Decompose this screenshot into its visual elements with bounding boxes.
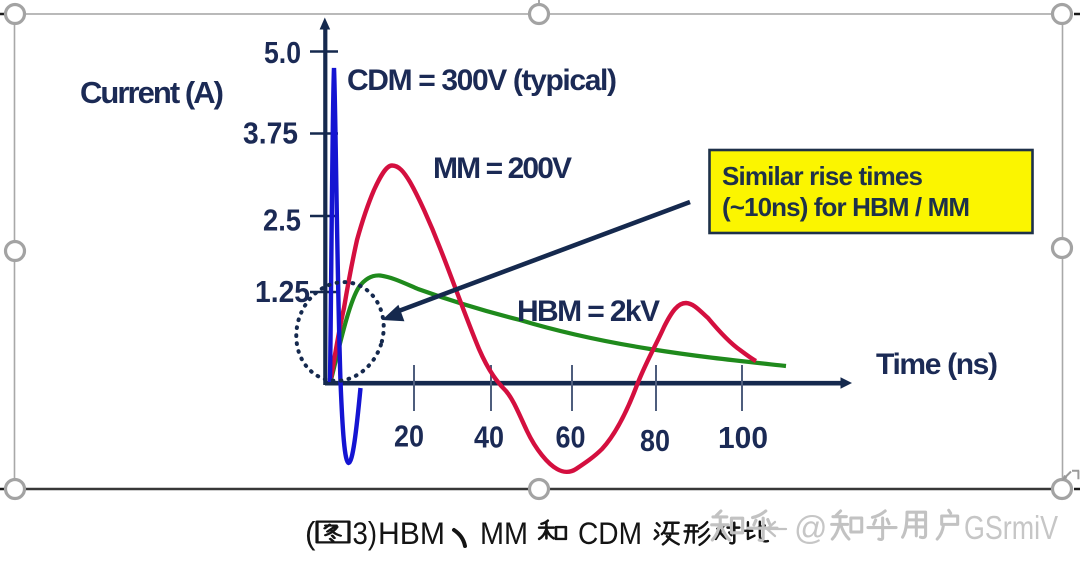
svg-text:3.75: 3.75 [243,116,298,151]
svg-text:80: 80 [640,423,670,458]
svg-text:60: 60 [556,420,586,455]
svg-text:@: @ [794,509,828,546]
svg-text:100: 100 [718,420,768,455]
svg-text:MM: MM [480,515,528,551]
svg-text:GSrmiV: GSrmiV [964,509,1058,546]
svg-text:2.5: 2.5 [263,203,301,238]
svg-text:CDM: CDM [578,515,642,551]
svg-text:Current (A): Current (A) [80,75,224,110]
svg-text:20: 20 [394,419,424,454]
svg-text:1.25: 1.25 [255,274,310,309]
svg-text:5.0: 5.0 [264,35,301,70]
svg-text:40: 40 [474,420,504,455]
svg-text:Time (ns): Time (ns) [876,348,998,381]
svg-text:(: ( [305,515,316,551]
svg-text:3): 3) [353,515,378,551]
svg-text:HBM = 2kV: HBM = 2kV [517,295,660,328]
svg-text:(~10ns) for HBM / MM: (~10ns) for HBM / MM [722,192,970,222]
svg-text:CDM = 300V (typical): CDM = 300V (typical) [347,64,617,97]
svg-text:HBM: HBM [378,515,445,551]
svg-text:Similar rise times: Similar rise times [722,161,923,191]
svg-text:MM = 200V: MM = 200V [433,152,572,185]
